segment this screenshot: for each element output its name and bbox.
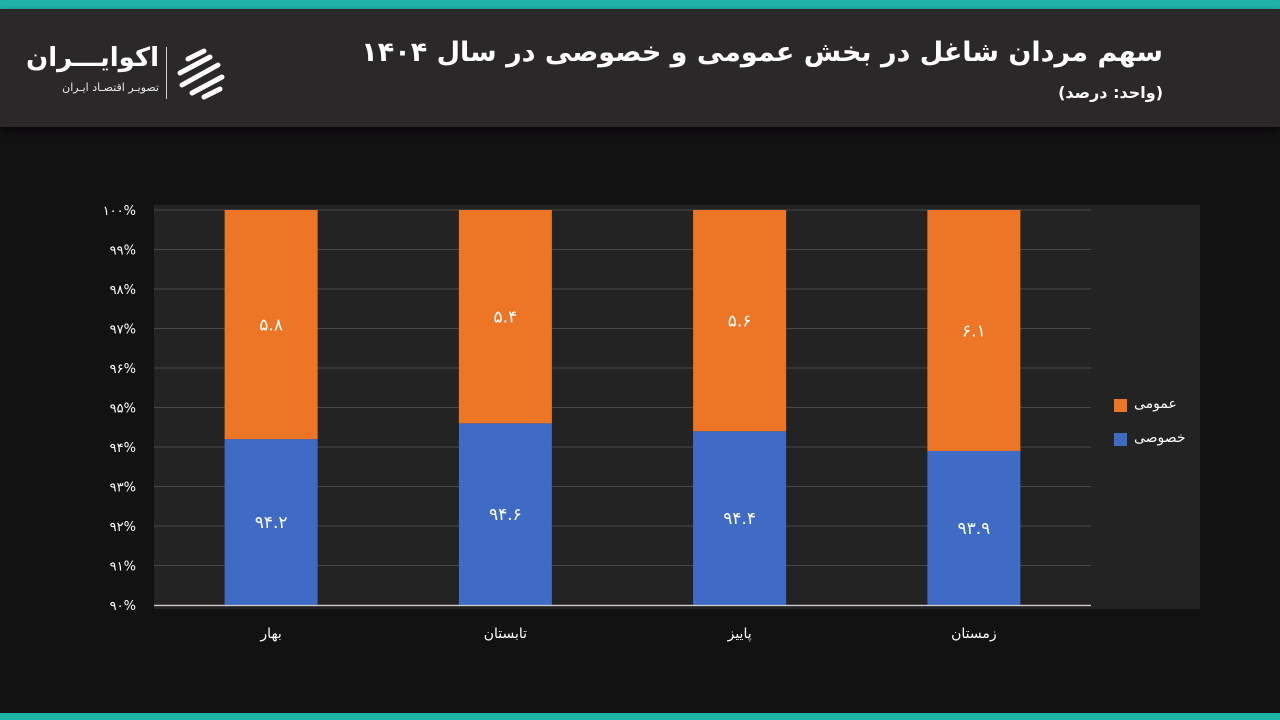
y-tick-label: ۱۰۰% — [103, 204, 136, 219]
data-label: ۶.۱ — [962, 321, 986, 341]
x-axis-tick-labels: بهار تابستان پاییز زمستان — [259, 626, 996, 642]
bars — [224, 210, 1021, 605]
y-tick-label: ۹۰% — [110, 599, 136, 614]
legend-swatch-private — [1114, 433, 1127, 446]
chart-subtitle: (واحد: درصد) — [1058, 83, 1163, 102]
legend-label-public: عمومی — [1134, 396, 1177, 412]
bar-public — [458, 210, 552, 424]
y-axis-tick-labels: ۹۰% ۹۱% ۹۲% ۹۳% ۹۴% ۹۵% ۹۶% ۹۷% ۹۸% ۹۹% ۱۰۰% — [103, 204, 136, 614]
bar-private — [224, 439, 318, 605]
data-label: ۵.۶ — [728, 312, 752, 332]
x-tick-label: زمستان — [951, 626, 997, 642]
data-label: ۹۳.۹ — [957, 519, 990, 539]
bar-public — [693, 210, 787, 432]
x-tick-label: پاییز — [727, 626, 752, 642]
y-tick-label: ۹۴% — [110, 441, 136, 456]
legend-label-private: خصوصی — [1134, 430, 1186, 446]
x-tick-label: بهار — [259, 626, 281, 642]
bottom-accent-stripe — [0, 713, 1280, 720]
data-label: ۹۴.۶ — [489, 505, 522, 525]
y-tick-label: ۹۱% — [110, 560, 136, 575]
chart-title: سهم مردان شاغل در بخش عمومی و خصوصی در س… — [361, 37, 1163, 68]
bar-public — [927, 210, 1021, 451]
data-label: ۹۴.۲ — [255, 513, 288, 533]
y-tick-label: ۹۹% — [110, 244, 136, 259]
data-label: ۵.۴ — [494, 308, 518, 328]
brand-tagline: تصویـر اقتصـاد ایـران — [62, 81, 159, 94]
y-tick-label: ۹۵% — [110, 402, 136, 417]
y-tick-label: ۹۸% — [110, 283, 136, 298]
bar-private — [693, 431, 787, 605]
y-tick-label: ۹۳% — [110, 481, 136, 496]
bar-private — [927, 450, 1021, 605]
brand-name: اکوایـــران — [26, 43, 159, 73]
x-tick-label: تابستان — [484, 626, 527, 642]
bar-private — [458, 423, 552, 605]
bar-public — [224, 210, 318, 440]
data-label: ۵.۸ — [259, 316, 283, 336]
y-tick-label: ۹۲% — [110, 520, 136, 535]
data-label: ۹۴.۴ — [723, 509, 756, 529]
header-bar: سهم مردان شاغل در بخش عمومی و خصوصی در س… — [0, 9, 1280, 127]
ecoiran-logo-icon — [177, 48, 225, 100]
y-tick-label: ۹۷% — [110, 323, 136, 338]
brand-divider — [166, 47, 167, 99]
data-labels: ۹۴.۲ ۵.۸ ۹۴.۶ ۵.۴ ۹۴.۴ ۵.۶ ۹۳.۹ ۶.۱ — [255, 308, 991, 539]
legend-swatch-public — [1114, 399, 1127, 412]
top-accent-stripe — [0, 0, 1280, 9]
y-tick-label: ۹۶% — [110, 362, 136, 377]
